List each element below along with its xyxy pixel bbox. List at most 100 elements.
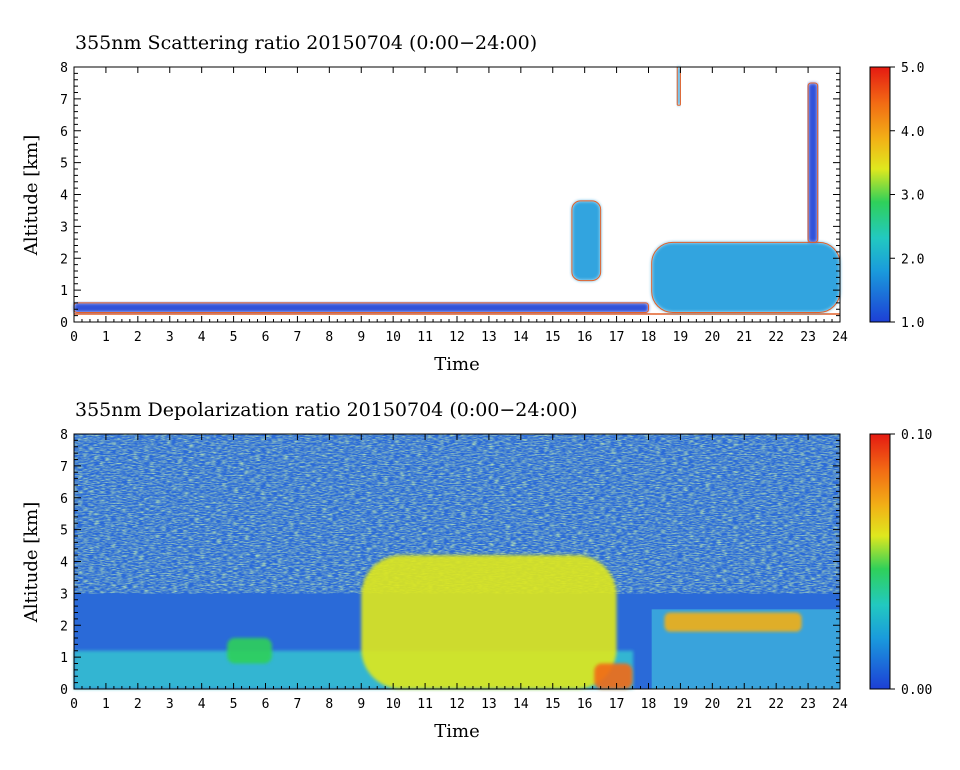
- x-tick-label: 15: [545, 697, 561, 712]
- x-tick-label: 16: [577, 330, 593, 345]
- scattering-ratio-panel: 355nm Scattering ratio 20150704 (0:00−24…: [21, 32, 924, 375]
- heatmap-feature-high-cloud: [677, 67, 681, 106]
- x-tick-label: 23: [800, 697, 816, 712]
- x-tick-label: 1: [102, 697, 110, 712]
- heatmap-feature-boundary-layer: [74, 302, 649, 313]
- x-tick-label: 16: [577, 697, 593, 712]
- x-tick-label: 24: [832, 697, 848, 712]
- y-tick-label: 8: [60, 61, 68, 76]
- colorbar: 1.0 2.0 3.0 4.0 5.0: [869, 61, 924, 331]
- y-tick-label: 7: [60, 460, 68, 475]
- heatmap-feature-near-ground-dust: [594, 663, 633, 689]
- y-tick-label: 4: [60, 189, 68, 204]
- x-tick-label: 22: [768, 697, 784, 712]
- x-tick-label: 7: [294, 330, 302, 345]
- x-axis-label: Time: [434, 721, 479, 742]
- x-tick-labels: 0 1 2 3 4 5 6 7 8 9 10 11 12 13 14 15 16 17 18 19 20 21 22 23 24: [70, 434, 848, 712]
- colorbar-tick-label: 0.00: [901, 683, 932, 698]
- x-tick-label: 12: [449, 697, 465, 712]
- colorbar-tick-label: 4.0: [901, 125, 924, 140]
- colorbar-tick-label: 5.0: [901, 61, 924, 76]
- colorbar-tick-label: 2.0: [901, 252, 924, 267]
- x-tick-label: 24: [832, 330, 848, 345]
- depolarization-ratio-panel: 355nm Depolarization ratio 20150704 (0:0…: [21, 399, 932, 742]
- x-tick-label: 0: [70, 697, 78, 712]
- heatmap-feature-rain-streak: [808, 82, 818, 243]
- x-tick-label: 10: [385, 330, 401, 345]
- y-tick-labels: 0 1 2 3 4 5 6 7 8: [60, 61, 840, 331]
- feature-contour: [807, 82, 819, 243]
- x-tick-label: 23: [800, 330, 816, 345]
- y-tick-label: 0: [60, 316, 68, 331]
- x-tick-label: 4: [198, 330, 206, 345]
- x-tick-label: 17: [609, 697, 625, 712]
- x-tick-label: 17: [609, 330, 625, 345]
- heatmap-feature-aerosol: [227, 638, 272, 664]
- x-tick-label: 20: [705, 697, 721, 712]
- y-axis-label: Altitude [km]: [21, 502, 42, 624]
- x-tick-label: 14: [513, 330, 529, 345]
- heatmap-feature-aerosol-plume: [571, 200, 601, 281]
- heatmap-feature-dust-layer: [361, 555, 617, 689]
- y-tick-label: 5: [60, 157, 68, 172]
- y-tick-label: 3: [60, 587, 68, 602]
- colorbar: 0.00 0.10: [869, 428, 932, 698]
- x-tick-label: 15: [545, 330, 561, 345]
- x-tick-label: 11: [417, 697, 433, 712]
- x-tick-label: 8: [325, 697, 333, 712]
- colorbar-tick-label: 1.0: [901, 316, 924, 331]
- x-tick-label: 3: [166, 697, 174, 712]
- colorbar-tick-label: 3.0: [901, 189, 924, 204]
- plot-area: 0 1 2 3 4 5 6 7 8 9 10 11 12 13 14 15 16 17 18 19 20 21 22 23 24…: [60, 428, 848, 712]
- y-tick-label: 1: [60, 284, 68, 299]
- y-tick-label: 8: [60, 428, 68, 443]
- x-tick-label: 19: [673, 697, 689, 712]
- x-tick-label: 20: [705, 330, 721, 345]
- feature-contour: [571, 200, 602, 282]
- y-tick-label: 2: [60, 619, 68, 634]
- chart-title: 355nm Scattering ratio 20150704 (0:00−24…: [75, 32, 537, 54]
- heatmap-feature-cloud-base: [664, 612, 802, 632]
- x-tick-label: 7: [294, 697, 302, 712]
- x-tick-label: 6: [262, 330, 270, 345]
- x-tick-label: 9: [357, 330, 365, 345]
- x-tick-label: 13: [481, 697, 497, 712]
- x-tick-label: 21: [736, 330, 752, 345]
- x-tick-label: 4: [198, 697, 206, 712]
- x-tick-label: 5: [230, 330, 238, 345]
- y-tick-label: 4: [60, 556, 68, 571]
- y-tick-label: 0: [60, 683, 68, 698]
- colorbar-tick-label: 0.10: [901, 428, 932, 443]
- x-tick-label: 3: [166, 330, 174, 345]
- x-tick-label: 18: [641, 697, 657, 712]
- x-tick-label: 2: [134, 330, 142, 345]
- x-tick-label: 21: [736, 697, 752, 712]
- x-tick-label: 11: [417, 330, 433, 345]
- x-tick-label: 2: [134, 697, 142, 712]
- x-tick-label: 0: [70, 330, 78, 345]
- y-tick-label: 2: [60, 252, 68, 267]
- y-tick-label: 7: [60, 93, 68, 108]
- x-tick-label: 8: [325, 330, 333, 345]
- plot-area: 0 1 2 3 4 5 6 7 8 9 10 11 12 13 14 15 16 17 18 19 20 21 22 23 24…: [60, 61, 848, 345]
- x-tick-label: 14: [513, 697, 529, 712]
- x-tick-label: 13: [481, 330, 497, 345]
- x-tick-label: 1: [102, 330, 110, 345]
- x-tick-label: 9: [357, 697, 365, 712]
- x-tick-label: 22: [768, 330, 784, 345]
- x-tick-label: 19: [673, 330, 689, 345]
- heatmap-feature-cloud-aerosol-layer: [651, 242, 840, 313]
- x-tick-labels: 0 1 2 3 4 5 6 7 8 9 10 11 12 13 14 15 16 17 18 19 20 21 22 23 24: [70, 67, 848, 345]
- x-tick-label: 12: [449, 330, 465, 345]
- x-tick-label: 10: [385, 697, 401, 712]
- chart-title: 355nm Depolarization ratio 20150704 (0:0…: [75, 399, 577, 421]
- x-tick-label: 5: [230, 697, 238, 712]
- x-tick-label: 18: [641, 330, 657, 345]
- x-axis-label: Time: [434, 354, 479, 375]
- x-tick-label: 6: [262, 697, 270, 712]
- y-tick-labels: 0 1 2 3 4 5 6 7 8: [60, 428, 840, 698]
- y-tick-label: 1: [60, 651, 68, 666]
- y-tick-label: 3: [60, 220, 68, 235]
- y-tick-label: 6: [60, 492, 68, 507]
